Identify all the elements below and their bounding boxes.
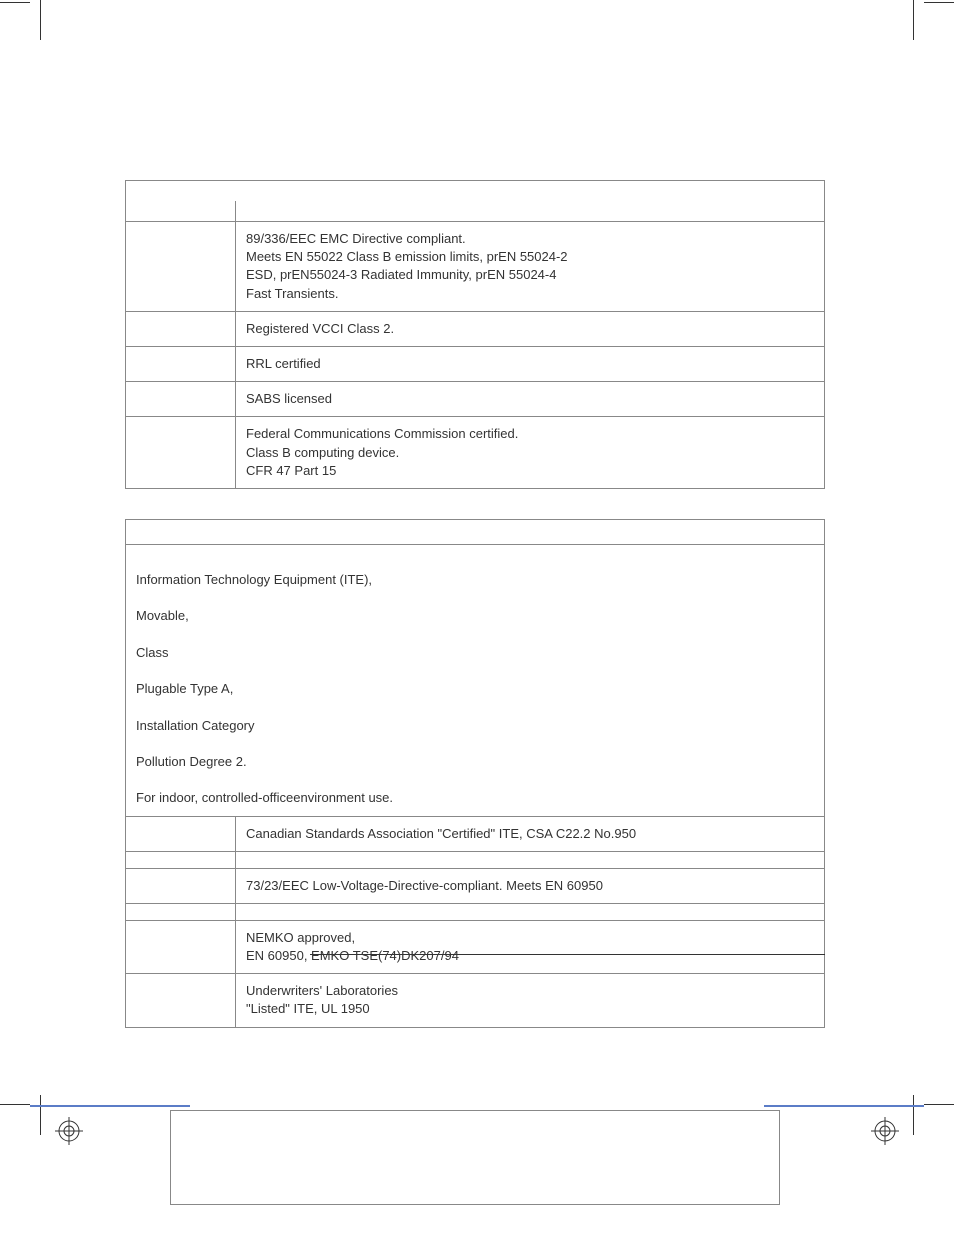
classification-line: Installation Category bbox=[136, 718, 255, 733]
table-row: NEMKO approved, EN 60950, EMKO TSE(74)DK… bbox=[126, 920, 825, 973]
table-row: Underwriters' Laboratories "Listed" ITE,… bbox=[126, 974, 825, 1027]
table-cell bbox=[126, 920, 236, 973]
classification-line: Information Technology Equipment (ITE), bbox=[136, 572, 372, 587]
table-row: SABS licensed bbox=[126, 382, 825, 417]
decorative-line bbox=[764, 1105, 924, 1107]
table-row: Federal Communications Commission certif… bbox=[126, 417, 825, 489]
classification-line: Class bbox=[136, 645, 169, 660]
classification-line: Pollution Degree 2. bbox=[136, 754, 247, 769]
table-header-cell bbox=[126, 519, 825, 544]
classification-line: Plugable Type A, bbox=[136, 681, 233, 696]
table-cell bbox=[236, 851, 825, 868]
crop-mark bbox=[913, 1095, 914, 1135]
table-cell: Underwriters' Laboratories "Listed" ITE,… bbox=[236, 974, 825, 1027]
registration-mark-icon bbox=[871, 1117, 899, 1145]
table-cell bbox=[126, 816, 236, 851]
table-cell: Registered VCCI Class 2. bbox=[236, 311, 825, 346]
table-row: Registered VCCI Class 2. bbox=[126, 311, 825, 346]
table-cell: NEMKO approved, EN 60950, EMKO TSE(74)DK… bbox=[236, 920, 825, 973]
table-header-cell bbox=[236, 201, 825, 222]
crop-mark bbox=[924, 1104, 954, 1105]
crop-mark bbox=[40, 0, 41, 40]
crop-mark bbox=[924, 2, 954, 3]
table-header-cell bbox=[126, 201, 236, 222]
table-cell: Canadian Standards Association "Certifie… bbox=[236, 816, 825, 851]
table-row bbox=[126, 903, 825, 920]
table-cell: 89/336/EEC EMC Directive compliant. Meet… bbox=[236, 222, 825, 312]
table-cell: SABS licensed bbox=[236, 382, 825, 417]
crop-mark bbox=[0, 2, 30, 3]
table-cell bbox=[126, 346, 236, 381]
crop-mark bbox=[0, 1104, 30, 1105]
table-cell bbox=[126, 417, 236, 489]
table-cell: 73/23/EEC Low-Voltage-Directive-complian… bbox=[236, 868, 825, 903]
table-cell: Federal Communications Commission certif… bbox=[236, 417, 825, 489]
table-cell bbox=[236, 903, 825, 920]
safety-classification-cell: Information Technology Equipment (ITE), … bbox=[126, 544, 825, 816]
table-row: 89/336/EEC EMC Directive compliant. Meet… bbox=[126, 222, 825, 312]
registration-mark-icon bbox=[55, 1117, 83, 1145]
table-row bbox=[126, 851, 825, 868]
table-cell bbox=[126, 974, 236, 1027]
table-cell bbox=[126, 311, 236, 346]
decorative-line bbox=[30, 1105, 190, 1107]
table-cell bbox=[126, 222, 236, 312]
classification-line: Movable, bbox=[136, 608, 189, 623]
footer-divider bbox=[310, 954, 825, 955]
table-row: RRL certified bbox=[126, 346, 825, 381]
classification-line: For indoor, controlled-officeenvironment… bbox=[136, 790, 393, 805]
footer-box bbox=[170, 1110, 780, 1205]
page-content: 89/336/EEC EMC Directive compliant. Meet… bbox=[125, 180, 825, 1028]
emc-compliance-table: 89/336/EEC EMC Directive compliant. Meet… bbox=[125, 180, 825, 489]
table-cell: RRL certified bbox=[236, 346, 825, 381]
table-cell bbox=[126, 903, 236, 920]
table-cell bbox=[126, 851, 236, 868]
safety-compliance-table: Information Technology Equipment (ITE), … bbox=[125, 519, 825, 1028]
crop-mark bbox=[913, 0, 914, 40]
table-cell bbox=[126, 868, 236, 903]
crop-mark bbox=[40, 1095, 41, 1135]
table-cell bbox=[126, 382, 236, 417]
table-row: 73/23/EEC Low-Voltage-Directive-complian… bbox=[126, 868, 825, 903]
table-row: Canadian Standards Association "Certifie… bbox=[126, 816, 825, 851]
table-header-cell bbox=[126, 181, 825, 202]
